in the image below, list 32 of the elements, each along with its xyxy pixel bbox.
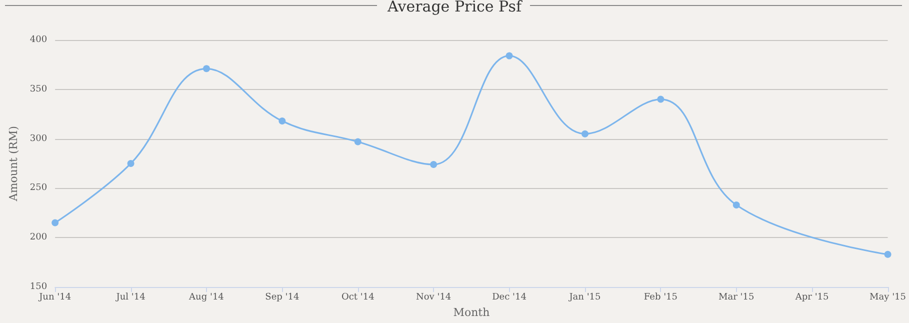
x-tick-label: Apr '15 [794, 292, 830, 302]
point [884, 250, 892, 258]
y-tick-label: 300 [30, 134, 48, 144]
x-tick-label: May '15 [870, 292, 906, 302]
point [657, 96, 664, 103]
point [127, 160, 134, 167]
y-axis-title: Amount (RM) [7, 126, 20, 202]
point [202, 65, 210, 72]
x-tick-label: Oct '14 [341, 292, 375, 302]
point [581, 130, 588, 138]
y-tick-label: 150 [30, 282, 48, 292]
point [430, 160, 438, 168]
x-tick-label: Dec '14 [492, 292, 527, 302]
point [354, 138, 362, 146]
y-tick-label: 400 [30, 35, 48, 45]
chart-title: Average Price Psf [386, 0, 523, 16]
point [52, 219, 59, 226]
x-tick-label: Nov '14 [416, 292, 452, 302]
x-tick-label: Jan '15 [568, 292, 602, 302]
x-tick-label: Aug '14 [188, 292, 224, 302]
x-tick-label: Jun '14 [38, 292, 72, 302]
y-tick-label: 350 [30, 84, 48, 94]
x-axis-title: Month [453, 306, 490, 319]
y-tick-label: 200 [30, 232, 48, 243]
x-tick-label: Feb '15 [644, 292, 678, 302]
point [278, 118, 286, 125]
x-tick-label: Jul '14 [115, 292, 146, 302]
y-tick-label: 250 [30, 183, 48, 194]
x-tick-label: Sep '14 [265, 292, 300, 302]
point [506, 52, 513, 60]
x-tick-label: Mar '15 [718, 292, 754, 302]
point [732, 202, 740, 208]
